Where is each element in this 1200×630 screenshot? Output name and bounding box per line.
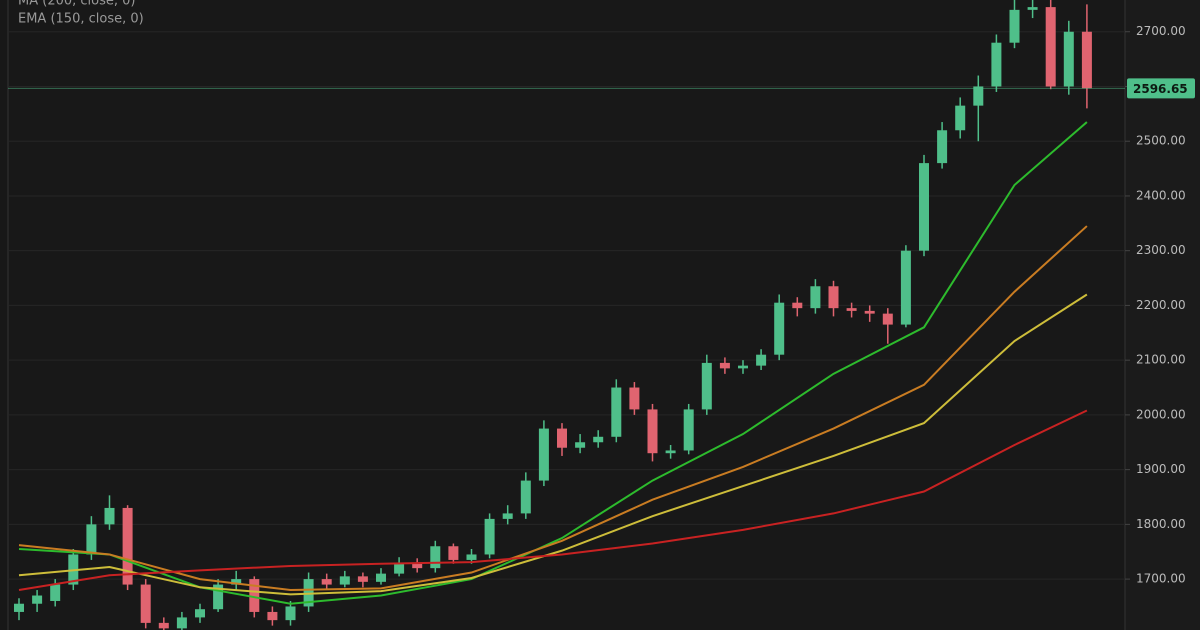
last-price-label: 2596.65 — [1133, 82, 1188, 96]
candle-body — [557, 428, 567, 448]
candle-body — [701, 362, 712, 410]
candle-body — [1081, 31, 1092, 89]
candle-body — [321, 579, 332, 585]
candle-body — [448, 546, 459, 560]
candle-body — [683, 409, 694, 451]
candle-body — [249, 579, 260, 612]
candle-body — [1063, 31, 1074, 87]
price-axis — [1125, 0, 1200, 630]
y-tick-label: 2300.00 — [1136, 243, 1186, 257]
candle-body — [267, 611, 278, 621]
candle-body — [1045, 7, 1056, 87]
candle-body — [122, 507, 133, 585]
candle-body — [756, 354, 767, 366]
candle-body — [430, 546, 441, 569]
candle-body — [104, 507, 115, 525]
moving-average — [18, 293, 1088, 596]
candle-body — [140, 584, 151, 623]
candle-body — [611, 387, 622, 437]
candle-body — [466, 554, 477, 560]
candle-body — [810, 286, 821, 309]
candle-body — [828, 286, 839, 309]
candle-body — [14, 603, 24, 612]
candle-body — [412, 562, 423, 569]
candle-body — [86, 524, 97, 555]
moving-average — [18, 409, 1088, 592]
moving-average — [18, 225, 1088, 592]
candle-body — [719, 362, 730, 369]
candle-body — [158, 622, 169, 629]
candle-body — [937, 130, 948, 164]
candle-body — [195, 609, 205, 618]
candle-body — [213, 584, 224, 610]
candle-body — [846, 308, 857, 311]
candle-body — [502, 513, 513, 519]
candle-body — [484, 518, 495, 555]
candle-body — [394, 562, 405, 574]
candle-body — [647, 409, 658, 454]
candle-body — [176, 617, 187, 629]
candle-body — [738, 365, 748, 369]
candle-body — [864, 310, 875, 314]
candle-body — [882, 313, 893, 325]
candle-body — [538, 428, 549, 481]
y-tick-label: 2500.00 — [1136, 134, 1186, 148]
marks — [14, 0, 1092, 630]
y-tick-label: 1800.00 — [1136, 517, 1186, 531]
y-tick-label: 2100.00 — [1136, 353, 1186, 367]
candle-body — [629, 387, 640, 410]
candle-body — [231, 579, 242, 585]
candle-body — [50, 584, 61, 601]
candle-body — [593, 436, 604, 443]
candle-body — [357, 576, 368, 582]
candle-body — [376, 573, 386, 582]
candle-body — [900, 250, 911, 325]
candle-body — [792, 302, 803, 309]
candle-body — [1027, 7, 1038, 10]
y-tick-label: 2700.00 — [1136, 24, 1186, 38]
y-tick-label: 2200.00 — [1136, 298, 1186, 312]
candle-body — [955, 105, 966, 131]
candle-body — [575, 442, 586, 448]
candle-body — [919, 163, 929, 251]
candle-body — [520, 480, 531, 514]
y-tick-label: 1900.00 — [1136, 462, 1186, 476]
legend-item: MA (200, close, 0) — [18, 0, 135, 9]
candle-body — [991, 42, 1002, 87]
candle-body — [32, 595, 43, 604]
last-price-box — [1127, 78, 1195, 99]
y-tick-label: 2400.00 — [1136, 188, 1186, 202]
candle-body — [774, 302, 785, 355]
y-tick-label: 1700.00 — [1136, 572, 1186, 586]
candle-body — [285, 606, 296, 621]
candle-body — [339, 576, 350, 585]
y-tick-label: 2000.00 — [1136, 407, 1186, 421]
candle-body — [665, 450, 676, 454]
legend-item: EMA (150, close, 0) — [18, 12, 144, 27]
candle-body — [973, 86, 984, 106]
candle-body — [1009, 9, 1020, 43]
